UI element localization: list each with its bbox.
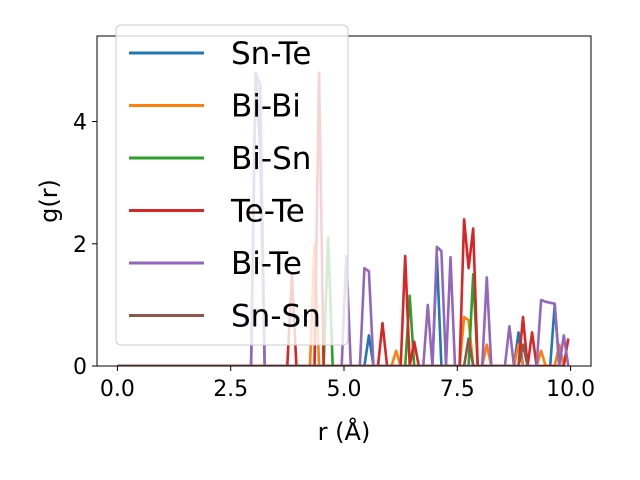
- x-tick-label: 7.5: [440, 377, 475, 402]
- legend-box: [115, 24, 349, 346]
- x-tick-label: 5.0: [327, 377, 362, 402]
- legend-label-bi-te: Bi-Te: [231, 246, 302, 282]
- y-tick-label: 2: [73, 233, 87, 258]
- legend-label-bi-sn: Bi-Sn: [231, 141, 311, 177]
- y-tick-label: 0: [73, 355, 87, 380]
- series-line-sn-sn: [117, 337, 529, 366]
- x-tick-label: 2.5: [213, 377, 248, 402]
- ticks-layer: 0.0 2.5 5.0 7.5 10.0 0 2 4: [73, 111, 595, 402]
- series-line-bi-bi: [117, 242, 566, 366]
- legend-label-te-te: Te-Te: [230, 194, 305, 230]
- x-tick-label: 0.0: [100, 377, 135, 402]
- legend-label-bi-bi: Bi-Bi: [231, 89, 301, 125]
- x-axis-label: r (Å): [318, 417, 371, 446]
- legend: Sn-Te Bi-Bi Bi-Sn Te-Te Bi-Te Sn-Sn: [115, 24, 349, 346]
- y-axis-label: g(r): [35, 179, 63, 223]
- x-tick-label: 10.0: [546, 377, 595, 402]
- y-tick-label: 4: [73, 111, 87, 136]
- legend-label-sn-sn: Sn-Sn: [231, 299, 321, 335]
- legend-label-sn-te: Sn-Te: [231, 36, 311, 72]
